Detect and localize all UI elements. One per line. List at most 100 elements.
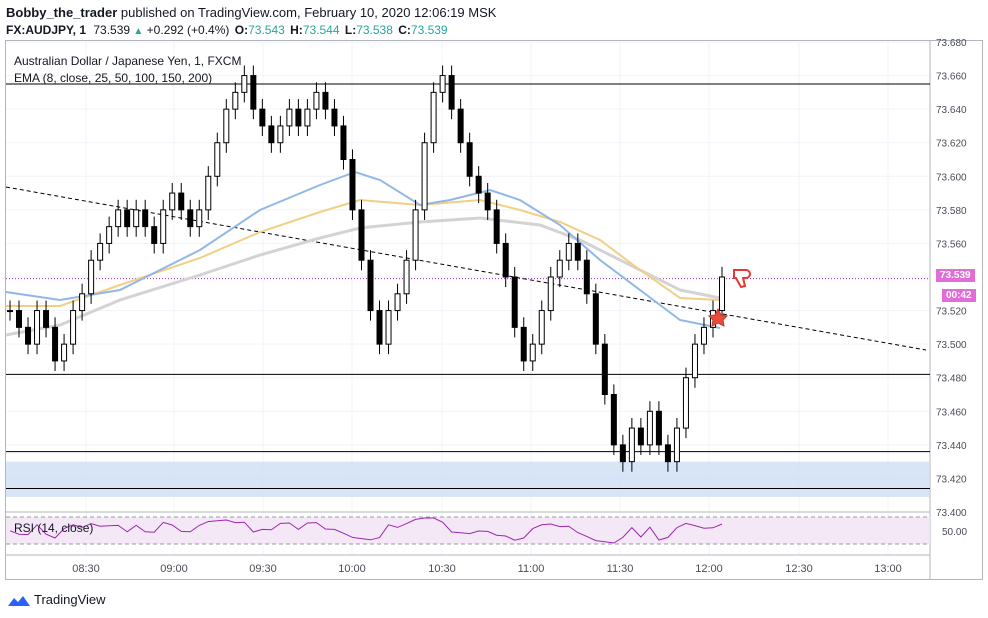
candle-body bbox=[502, 242, 509, 278]
candle-body bbox=[673, 427, 680, 463]
candle-body bbox=[367, 259, 374, 312]
candle-body bbox=[682, 377, 689, 429]
candle-body bbox=[565, 242, 572, 261]
candle-body bbox=[196, 209, 203, 228]
x-tick-label: 10:30 bbox=[428, 563, 456, 575]
candle-body bbox=[349, 159, 356, 211]
chart-frame[interactable] bbox=[5, 40, 983, 580]
candle-body bbox=[124, 209, 131, 228]
candle-body bbox=[619, 444, 626, 463]
candle-body bbox=[448, 75, 455, 110]
rsi-band bbox=[6, 517, 930, 544]
candle-body bbox=[214, 142, 221, 177]
y-tick-label: 73.680 bbox=[936, 38, 967, 49]
symbol-label: FX:AUDJPY, 1 bbox=[6, 23, 87, 37]
open-label: O: bbox=[234, 23, 249, 37]
y-tick-label: 73.420 bbox=[936, 474, 967, 485]
candle-body bbox=[259, 108, 266, 127]
candle-body bbox=[538, 310, 545, 345]
x-tick-label: 11:00 bbox=[518, 563, 545, 575]
brand-label: TradingView bbox=[34, 592, 106, 607]
candle-body bbox=[34, 310, 41, 345]
candle-body bbox=[115, 209, 122, 228]
candle-body bbox=[610, 394, 617, 446]
candle-body bbox=[493, 209, 500, 244]
y-tick-label: 73.660 bbox=[936, 72, 967, 83]
instrument-legend[interactable]: Australian Dollar / Japanese Yen, 1, FXC… bbox=[14, 54, 242, 68]
last-price: 73.539 bbox=[93, 23, 131, 37]
y-tick-label: 73.560 bbox=[936, 239, 967, 250]
candle-body bbox=[547, 276, 554, 312]
candle-body bbox=[664, 444, 671, 463]
footer-brand[interactable]: TradingView bbox=[8, 592, 106, 607]
candle-body bbox=[88, 259, 95, 295]
x-tick-label: 10:00 bbox=[338, 563, 366, 575]
candle-body bbox=[421, 142, 428, 211]
rsi-line bbox=[9, 517, 723, 544]
candle-body bbox=[358, 209, 365, 261]
candle-body bbox=[61, 343, 68, 362]
candle-body bbox=[7, 310, 13, 313]
candle-body bbox=[43, 310, 50, 328]
y-tick-label: 73.400 bbox=[936, 508, 967, 519]
candle-body bbox=[484, 192, 491, 211]
publish-header: Bobby_the_trader published on TradingVie… bbox=[6, 5, 496, 20]
candle-body bbox=[430, 91, 437, 144]
candle-body bbox=[52, 326, 59, 362]
candle-body bbox=[655, 410, 662, 446]
candle-body bbox=[439, 75, 446, 93]
candle-body bbox=[187, 209, 194, 228]
change-value: +0.292 (+0.4%) bbox=[146, 23, 230, 37]
signal-star-icon bbox=[707, 307, 729, 327]
x-tick-label: 12:00 bbox=[695, 563, 723, 575]
candle-body bbox=[520, 326, 527, 362]
candle-body bbox=[628, 427, 635, 463]
x-tick-label: 09:30 bbox=[249, 563, 277, 575]
x-tick-label: 09:00 bbox=[160, 563, 188, 575]
x-tick-label: 12:30 bbox=[785, 563, 813, 575]
x-tick-label: 13:00 bbox=[874, 563, 902, 575]
candle-body bbox=[331, 108, 338, 127]
y-tick-label: 73.600 bbox=[936, 172, 967, 183]
candle-body bbox=[340, 125, 347, 161]
candle-body bbox=[583, 259, 590, 295]
candle-body bbox=[313, 91, 320, 110]
candle-body bbox=[304, 108, 311, 127]
low-label: L: bbox=[344, 23, 357, 37]
up-arrow-icon: ▲ bbox=[133, 26, 144, 37]
candle-body bbox=[160, 209, 167, 244]
y-tick-label: 73.620 bbox=[936, 139, 967, 150]
low-value: 73.538 bbox=[356, 23, 393, 37]
y-tick-label: 73.460 bbox=[936, 407, 967, 418]
candle-body bbox=[106, 226, 113, 244]
rsi-legend[interactable]: RSI (14, close) bbox=[14, 521, 94, 535]
candle-body bbox=[394, 293, 401, 312]
candle-body bbox=[268, 125, 275, 144]
candle-body bbox=[205, 175, 212, 211]
support-zone bbox=[6, 461, 930, 497]
x-tick-label: 11:30 bbox=[607, 563, 634, 575]
candle-body bbox=[574, 242, 581, 261]
close-value: 73.539 bbox=[410, 23, 448, 37]
candle-body bbox=[151, 226, 158, 244]
rsi-tick-label: 50.00 bbox=[942, 527, 967, 538]
author-name[interactable]: Bobby_the_trader bbox=[6, 5, 118, 20]
tradingview-logo-icon bbox=[8, 595, 30, 607]
candle-body bbox=[232, 91, 239, 110]
y-tick-label: 73.500 bbox=[936, 340, 967, 351]
y-tick-label: 73.640 bbox=[936, 105, 967, 116]
candle-body bbox=[322, 91, 329, 110]
candle-body bbox=[385, 310, 392, 345]
high-value: 73.544 bbox=[302, 23, 340, 37]
trend-line bbox=[5, 186, 927, 351]
candle-body bbox=[178, 192, 185, 211]
open-value: 73.543 bbox=[248, 23, 285, 37]
ema-legend[interactable]: EMA (8, close, 25, 50, 100, 150, 200) bbox=[14, 71, 213, 85]
candle-body bbox=[97, 242, 104, 261]
y-tick-label: 73.480 bbox=[936, 374, 967, 385]
candle-body bbox=[412, 209, 419, 261]
candle-body bbox=[511, 276, 518, 328]
candle-body bbox=[646, 410, 653, 446]
x-tick-label: 08:30 bbox=[72, 563, 100, 575]
